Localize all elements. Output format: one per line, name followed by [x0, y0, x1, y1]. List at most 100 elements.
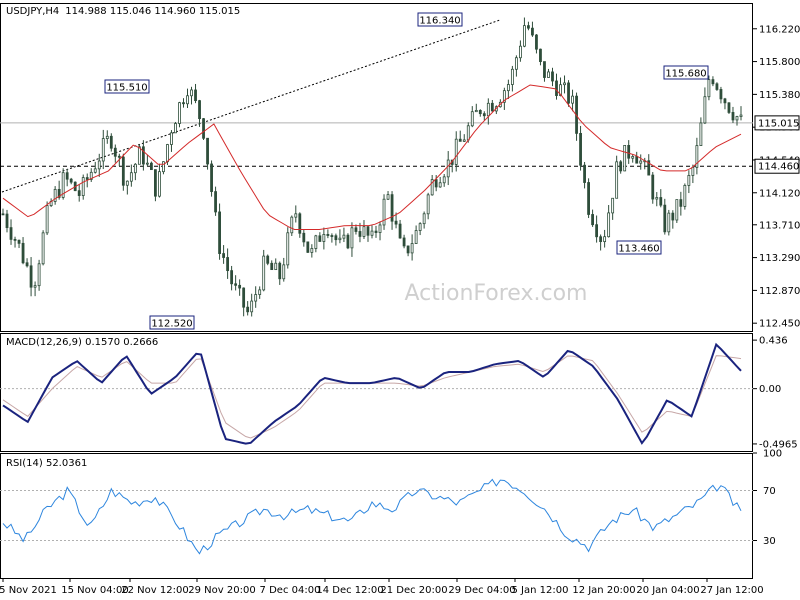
candle-body: [85, 177, 89, 180]
candle-body: [270, 262, 274, 271]
candle-body: [370, 230, 374, 236]
rsi-line: [2, 478, 742, 555]
candle-body: [655, 197, 659, 200]
candle-body: [282, 264, 286, 280]
candle-body: [174, 123, 177, 134]
candle-body: [583, 164, 586, 183]
candle-body: [129, 172, 133, 182]
candle-body: [715, 83, 719, 90]
candle-body: [21, 242, 25, 264]
rsi-tick-label: 100: [763, 449, 782, 460]
candle-body: [386, 194, 390, 200]
candle-body: [202, 118, 205, 139]
candle-body: [338, 237, 342, 241]
candle-body: [527, 25, 530, 29]
candle-body: [326, 234, 330, 236]
price-annotation-label: 115.680: [665, 69, 706, 80]
candle-body: [109, 135, 113, 149]
price-tick-label: 112.450: [759, 319, 800, 330]
candle-body: [93, 168, 97, 173]
candle-body: [258, 289, 262, 295]
rsi-tick-label: 70: [763, 486, 776, 497]
price-tick-label: 116.220: [759, 24, 800, 35]
x-tick-label: 5 Nov 2021: [0, 585, 57, 596]
x-tick-label: 29 Nov 20:00: [188, 585, 255, 596]
candle-body: [458, 138, 462, 142]
candle-body: [145, 162, 149, 165]
candle-body: [563, 82, 566, 86]
candle-body: [141, 146, 145, 165]
candle-body: [274, 262, 278, 271]
x-tick-label: 7 Dec 04:00: [260, 585, 321, 596]
candle-body: [414, 230, 418, 244]
candle-body: [735, 116, 739, 121]
candle-body: [266, 255, 270, 264]
candle-body: [619, 161, 623, 172]
price-annotation-label: 113.460: [618, 244, 659, 255]
candle-body: [230, 270, 234, 285]
candle-body: [214, 191, 217, 213]
candle-body: [615, 161, 619, 199]
candle-body: [1, 213, 5, 216]
candle-body: [121, 156, 125, 186]
candle-body: [470, 111, 474, 127]
candle-body: [362, 226, 366, 237]
candle-body: [727, 102, 731, 113]
candle-body: [101, 138, 105, 162]
candle-body: [595, 224, 599, 238]
candle-body: [707, 79, 711, 98]
candle-body: [314, 235, 318, 249]
candle-body: [137, 146, 141, 165]
candle-body: [150, 162, 153, 171]
rsi-title: RSI(14) 52.0361: [6, 458, 87, 469]
candle-body: [567, 82, 570, 104]
candle-body: [603, 236, 607, 243]
candle-body: [81, 177, 85, 196]
candle-body: [571, 95, 574, 104]
panel-frame-2: [0, 333, 753, 452]
candle-body: [25, 262, 29, 267]
candle-body: [434, 179, 438, 188]
candle-body: [374, 230, 378, 233]
candle-body: [523, 25, 526, 47]
candle-body: [607, 212, 611, 238]
candle-body: [535, 34, 538, 50]
candle-body: [703, 96, 707, 124]
candle-body: [394, 220, 398, 225]
candle-body: [446, 159, 450, 178]
candle-body: [302, 232, 306, 243]
x-tick-label: 12 Jan 20:00: [572, 585, 635, 596]
candle-body: [210, 163, 213, 192]
candle-body: [382, 198, 386, 226]
price-tick-label: 113.710: [759, 220, 800, 231]
candle-body: [551, 71, 554, 82]
candle-body: [651, 174, 655, 200]
candle-body: [667, 212, 671, 233]
price-annotation-box: [104, 79, 150, 94]
candle-body: [69, 178, 73, 183]
watermark: ActionForex.com: [405, 281, 588, 306]
candle-body: [719, 89, 723, 100]
macd-tick-label: -0.4965: [759, 439, 798, 450]
candle-body: [699, 122, 703, 147]
candle-body: [510, 68, 514, 85]
candle-body: [611, 197, 615, 214]
candle-body: [623, 145, 627, 172]
candle-body: [198, 100, 201, 120]
candle-body: [29, 265, 33, 288]
candle-body: [105, 135, 109, 139]
support-level-box: [754, 158, 800, 174]
candle-body: [125, 180, 129, 186]
moving-average-line: [2, 84, 742, 230]
price-annotation-box: [417, 12, 463, 27]
candle-body: [250, 300, 254, 313]
candle-body: [482, 113, 486, 117]
candle-body: [294, 213, 298, 218]
candle-body: [406, 245, 410, 254]
candle-body: [350, 227, 354, 249]
macd-tick-label: 0.436: [759, 336, 788, 347]
symbol-label: USDJPY,H4: [6, 6, 59, 17]
candle-body: [53, 188, 57, 202]
candle-body: [587, 182, 590, 215]
